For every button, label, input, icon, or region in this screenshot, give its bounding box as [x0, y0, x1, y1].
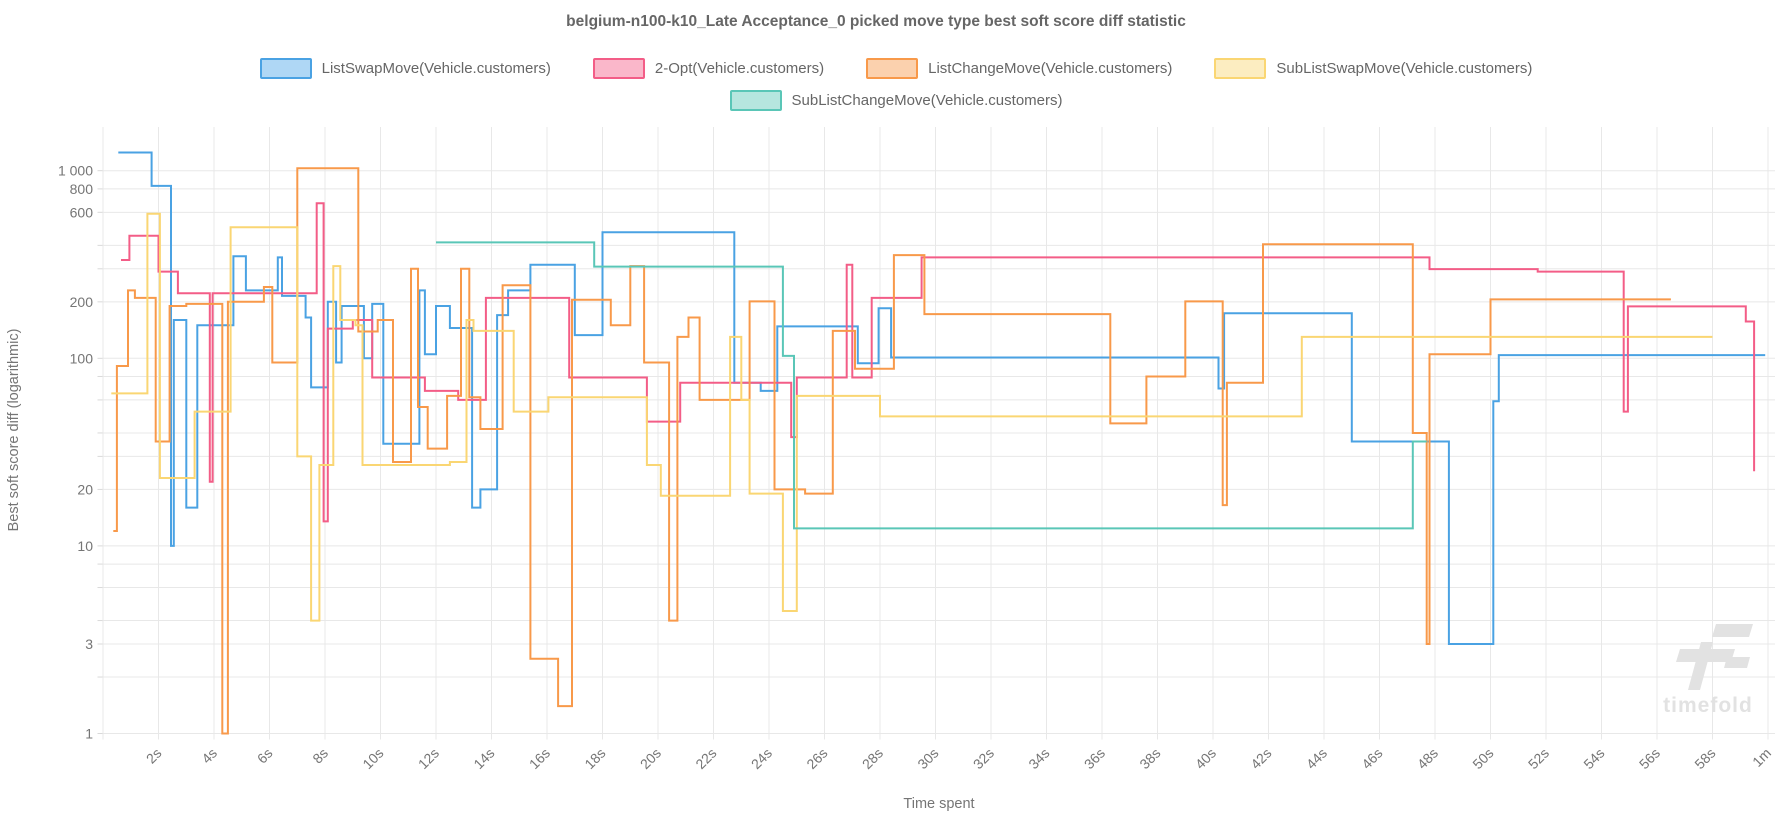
x-tick-label-32s: 32s	[970, 745, 997, 772]
y-axis-title: Best soft score diff (logarithmic)	[6, 329, 22, 532]
x-tick-label-4s: 4s	[198, 745, 220, 767]
x-axis-title: Time spent	[903, 796, 974, 812]
x-tick-label-44s: 44s	[1303, 745, 1330, 772]
y-tick-label-1: 1	[85, 726, 93, 742]
x-tick-label-20s: 20s	[637, 745, 664, 772]
y-tick-label-100: 100	[70, 350, 94, 366]
x-tick-label-30s: 30s	[914, 745, 941, 772]
x-tick-label-48s: 48s	[1414, 745, 1441, 772]
y-tick-label-3: 3	[85, 636, 93, 652]
chart-title: belgium-n100-k10_Late Acceptance_0 picke…	[566, 13, 1186, 30]
x-tick-label-24s: 24s	[748, 745, 775, 772]
legend-swatch-sublistchangemove-vehicle-customers	[729, 90, 782, 111]
y-tick-label-800: 800	[70, 181, 94, 197]
x-tick-label-10s: 10s	[359, 745, 386, 772]
x-tick-label-14s: 14s	[470, 745, 497, 772]
series-line-2-opt-vehicle-customers	[121, 202, 1756, 523]
x-tick-label-56s: 56s	[1636, 745, 1663, 772]
legend-row-2: SubListChangeMove(Vehicle.customers)	[0, 90, 1792, 111]
x-tick-label-54s: 54s	[1580, 745, 1607, 772]
timefold-watermark-icon	[1676, 624, 1753, 690]
legend-item-2-opt-vehicle-customers[interactable]: 2-Opt(Vehicle.customers)	[592, 58, 825, 79]
legend-label-sublistchangemove-vehicle-customers: SubListChangeMove(Vehicle.customers)	[791, 92, 1063, 109]
x-tick-label-38s: 38s	[1136, 745, 1163, 772]
x-tick-label-28s: 28s	[859, 745, 886, 772]
legend-label-listswapmove-vehicle-customers: ListSwapMove(Vehicle.customers)	[321, 60, 551, 77]
legend-swatch-sublistswapmove-vehicle-customers	[1214, 58, 1267, 79]
x-tick-label-18s: 18s	[581, 745, 608, 772]
y-tick-label-200: 200	[70, 294, 94, 310]
x-tick-label-52s: 52s	[1525, 745, 1552, 772]
legend-swatch-listchangemove-vehicle-customers	[866, 58, 919, 79]
x-tick-label-6s: 6s	[254, 745, 276, 767]
x-tick-label-12s: 12s	[415, 745, 442, 772]
x-tick-label-34s: 34s	[1025, 745, 1052, 772]
series-line-sublistchangemove-vehicle-customers	[436, 241, 1427, 530]
x-tick-label-46s: 46s	[1358, 745, 1385, 772]
legend-item-listchangemove-vehicle-customers[interactable]: ListChangeMove(Vehicle.customers)	[866, 58, 1172, 79]
legend-item-sublistswapmove-vehicle-customers[interactable]: SubListSwapMove(Vehicle.customers)	[1214, 58, 1532, 79]
y-tick-label-600: 600	[70, 204, 94, 220]
x-tick-label-50s: 50s	[1469, 745, 1496, 772]
x-tick-label-1m: 1m	[1749, 745, 1774, 770]
series-line-sublistswapmove-vehicle-customers	[111, 212, 1713, 622]
series-line-listchangemove-vehicle-customers	[113, 167, 1671, 735]
legend-label-listchangemove-vehicle-customers: ListChangeMove(Vehicle.customers)	[928, 60, 1173, 77]
series-line-listswapmove-vehicle-customers	[118, 151, 1766, 645]
legend-swatch-2-opt-vehicle-customers	[592, 58, 645, 79]
legend-item-sublistchangemove-vehicle-customers[interactable]: SubListChangeMove(Vehicle.customers)	[729, 90, 1063, 111]
legend-label-2-opt-vehicle-customers: 2-Opt(Vehicle.customers)	[654, 60, 825, 77]
x-tick-label-16s: 16s	[526, 745, 553, 772]
x-tick-label-36s: 36s	[1081, 745, 1108, 772]
y-tick-label-10: 10	[77, 538, 93, 554]
x-tick-label-42s: 42s	[1247, 745, 1274, 772]
timefold-watermark-text: timefold	[1663, 694, 1753, 717]
x-tick-label-40s: 40s	[1192, 745, 1219, 772]
legend-swatch-listswapmove-vehicle-customers	[259, 58, 312, 79]
legend-item-listswapmove-vehicle-customers[interactable]: ListSwapMove(Vehicle.customers)	[259, 58, 551, 79]
x-tick-label-26s: 26s	[803, 745, 830, 772]
x-tick-label-8s: 8s	[309, 745, 331, 767]
y-tick-label-1000: 1 000	[58, 163, 93, 179]
x-tick-label-2s: 2s	[143, 745, 165, 767]
x-tick-label-22s: 22s	[692, 745, 719, 772]
legend-label-sublistswapmove-vehicle-customers: SubListSwapMove(Vehicle.customers)	[1276, 60, 1533, 77]
x-tick-label-58s: 58s	[1691, 745, 1718, 772]
legend-row-1: ListSwapMove(Vehicle.customers) 2-Opt(Veh…	[0, 58, 1792, 79]
y-tick-label-20: 20	[77, 481, 93, 497]
